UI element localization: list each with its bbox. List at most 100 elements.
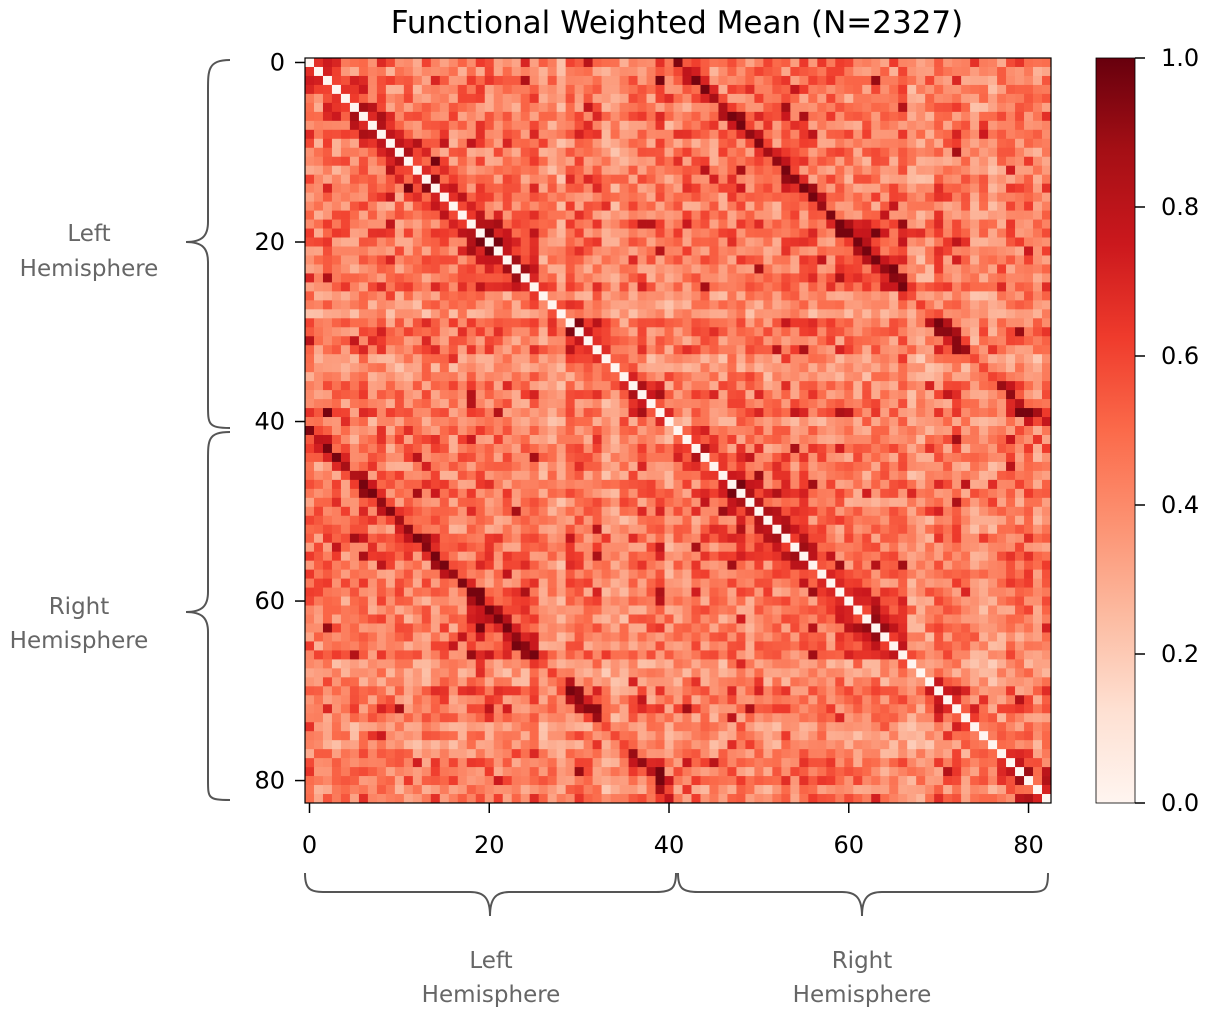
heatmap-cell	[502, 452, 513, 463]
heatmap-cell	[637, 354, 647, 364]
heatmap-cell	[808, 120, 818, 131]
heatmap-cell	[322, 255, 333, 265]
heatmap-cell	[700, 381, 710, 391]
heatmap-cell	[979, 120, 989, 131]
heatmap-cell	[916, 120, 926, 131]
heatmap-cell	[574, 569, 584, 579]
heatmap-cell	[583, 461, 593, 472]
heatmap-cell	[439, 318, 450, 328]
heatmap-cell	[421, 165, 432, 176]
heatmap-cell	[907, 318, 917, 328]
heatmap-cell	[313, 506, 324, 517]
heatmap-cell	[655, 273, 665, 283]
heatmap-cell	[502, 461, 513, 472]
heatmap-cell	[790, 219, 800, 229]
heatmap-cell	[907, 219, 917, 229]
heatmap-cell	[997, 327, 1007, 337]
heatmap-cell	[430, 434, 441, 445]
heatmap-cell	[655, 470, 665, 481]
heatmap-cell	[889, 408, 899, 418]
heatmap-cell	[970, 569, 980, 579]
heatmap-cell	[619, 264, 629, 274]
heatmap-cell	[1006, 111, 1016, 122]
heatmap-cell	[358, 542, 369, 553]
heatmap-cell	[772, 291, 782, 301]
heatmap-cell	[358, 569, 369, 579]
heatmap-cell	[754, 578, 764, 588]
heatmap-cell	[808, 84, 818, 95]
heatmap-cell	[979, 381, 989, 391]
heatmap-cell	[340, 354, 351, 364]
heatmap-cell	[421, 569, 432, 579]
heatmap-cell	[538, 372, 549, 382]
heatmap-cell	[646, 515, 656, 526]
heatmap-cell	[1042, 497, 1052, 508]
heatmap-cell	[709, 408, 719, 418]
heatmap-cell	[907, 578, 917, 588]
heatmap-cell	[754, 372, 764, 382]
heatmap-cell	[403, 201, 414, 211]
heatmap-cell	[529, 488, 540, 499]
heatmap-cell	[493, 578, 504, 588]
heatmap-cell	[520, 461, 531, 472]
heatmap-cell	[322, 354, 333, 364]
heatmap-cell	[565, 183, 575, 193]
heatmap-cell	[781, 479, 791, 490]
heatmap-cell	[322, 111, 333, 122]
heatmap-cell	[889, 345, 899, 355]
heatmap-cell	[574, 300, 584, 310]
heatmap-cell	[439, 345, 450, 355]
heatmap-cell	[430, 443, 441, 454]
heatmap-cell	[1033, 336, 1043, 346]
heatmap-cell	[511, 515, 522, 526]
heatmap-cell	[880, 533, 890, 544]
heatmap-cell	[889, 120, 899, 131]
heatmap-cell	[394, 300, 405, 310]
heatmap-cell	[475, 354, 486, 364]
heatmap-cell	[997, 318, 1007, 328]
heatmap-cell	[682, 345, 692, 355]
heatmap-cell	[601, 93, 611, 104]
heatmap-cell	[628, 452, 638, 463]
heatmap-cell	[493, 102, 504, 113]
heatmap-cell	[718, 291, 728, 301]
heatmap-cell	[682, 461, 692, 472]
heatmap-cell	[493, 426, 504, 436]
heatmap-cell	[907, 336, 917, 346]
heatmap-cell	[952, 309, 962, 319]
heatmap-cell	[646, 246, 656, 256]
heatmap-cell	[682, 524, 692, 535]
heatmap-cell	[970, 551, 980, 561]
heatmap-cell	[745, 273, 755, 283]
heatmap-cell	[808, 506, 818, 517]
heatmap-cell	[556, 461, 566, 472]
heatmap-cell	[538, 201, 549, 211]
heatmap-cell	[466, 84, 477, 95]
heatmap-cell	[655, 542, 665, 553]
heatmap-cell	[1042, 156, 1052, 167]
heatmap-cell	[439, 228, 450, 238]
heatmap-cell	[790, 515, 800, 526]
heatmap-cell	[799, 165, 809, 176]
heatmap-cell	[475, 434, 486, 445]
heatmap-cell	[727, 363, 737, 373]
heatmap-cell	[844, 336, 854, 346]
heatmap-cell	[844, 264, 854, 274]
heatmap-cell	[862, 246, 872, 256]
heatmap-cell	[583, 147, 593, 158]
heatmap-cell	[421, 363, 432, 373]
heatmap-cell	[898, 246, 908, 256]
heatmap-cell	[871, 165, 881, 176]
heatmap-cell	[817, 426, 827, 436]
heatmap-cell	[745, 551, 755, 561]
heatmap-cell	[673, 255, 683, 265]
heatmap-cell	[736, 470, 746, 481]
heatmap-cell	[862, 309, 872, 319]
heatmap-cell	[916, 470, 926, 481]
heatmap-cell	[305, 515, 315, 526]
heatmap-cell	[1042, 210, 1052, 220]
heatmap-cell	[457, 309, 468, 319]
heatmap-cell	[601, 58, 611, 68]
heatmap-cell	[376, 336, 387, 346]
heatmap-cell	[700, 533, 710, 544]
